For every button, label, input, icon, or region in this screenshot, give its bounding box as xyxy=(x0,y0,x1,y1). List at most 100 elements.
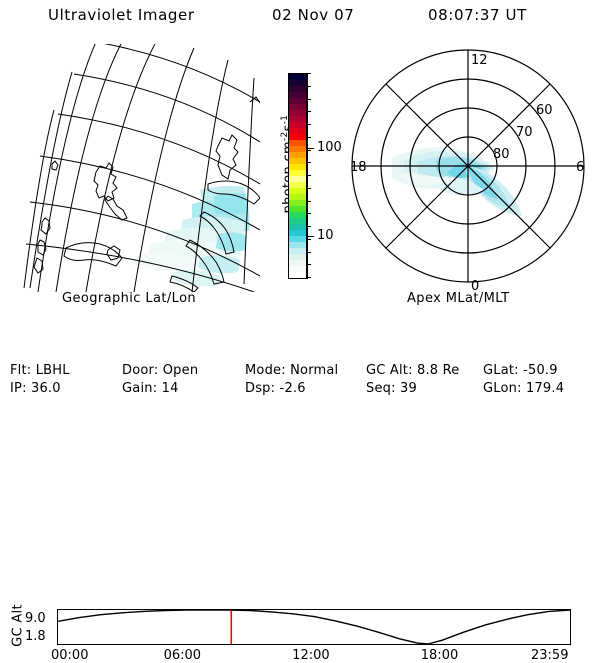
colorbar-minor-tick xyxy=(306,238,311,240)
aurora-emission-geographic xyxy=(134,186,250,287)
orbit-altitude-curve xyxy=(58,610,570,644)
orbit-plot-area xyxy=(57,609,571,645)
colorbar-minor-tick xyxy=(306,187,311,189)
colorbar-major-tick xyxy=(306,148,314,149)
orbit-x-tick-label: 12:00 xyxy=(292,648,330,663)
colorbar-segment xyxy=(289,116,307,122)
colorbar-minor-tick xyxy=(306,98,311,100)
colorbar-segment xyxy=(289,266,307,272)
colorbar-segment xyxy=(289,134,307,140)
status-dsp: Dsp: -2.6 xyxy=(245,381,306,396)
colorbar-segment xyxy=(289,158,307,164)
status-glat: GLat: -50.9 xyxy=(483,363,558,378)
colorbar-segment xyxy=(289,272,307,278)
colorbar-segment xyxy=(289,74,307,80)
header-bar: Ultraviolet Imager 02 Nov 07 08:07:37 UT xyxy=(0,6,600,32)
graticule-meridians xyxy=(23,44,255,292)
apex-polar-caption: Apex MLat/MLT xyxy=(407,291,510,306)
colorbar-minor-tick xyxy=(306,277,311,278)
colorbar-tick-label-10: 10 xyxy=(317,228,334,243)
status-gain: Gain: 14 xyxy=(122,381,179,396)
apex-polar-svg: 12 6 0 18 60 70 80 xyxy=(350,49,585,292)
colorbar-segment xyxy=(289,164,307,170)
graticule-parallels xyxy=(25,44,260,292)
mlat-label-80: 80 xyxy=(493,147,510,162)
mlt-label-6: 6 xyxy=(576,160,584,175)
mlt-label-0: 0 xyxy=(471,279,479,292)
orbit-y-max-label: 9.0 xyxy=(25,611,46,626)
orbit-x-tick-label: 23:59 xyxy=(531,648,569,663)
colorbar-segment xyxy=(289,218,307,224)
uvi-display: Ultraviolet Imager 02 Nov 07 08:07:37 UT xyxy=(0,6,600,663)
geographic-map-caption: Geographic Lat/Lon xyxy=(62,291,197,306)
colorbar-minor-tick xyxy=(306,149,311,151)
colorbar-minor-tick xyxy=(306,73,311,74)
coastlines xyxy=(33,96,260,292)
status-door: Door: Open xyxy=(122,363,199,378)
colorbar-segment xyxy=(289,212,307,218)
colorbar-minor-tick xyxy=(306,136,311,138)
colorbar-segment xyxy=(289,110,307,116)
colorbar-segment xyxy=(289,254,307,260)
colorbar-segment xyxy=(289,182,307,188)
observation-date: 02 Nov 07 xyxy=(272,6,355,24)
colorbar-segment xyxy=(289,200,307,206)
status-filter: Flt: LBHL xyxy=(10,363,70,378)
colorbar-segment xyxy=(289,224,307,230)
colorbar-minor-tick xyxy=(306,200,311,202)
colorbar-segment xyxy=(289,188,307,194)
colorbar-segment xyxy=(289,152,307,158)
colorbar-segment xyxy=(289,80,307,86)
colorbar-minor-tick xyxy=(306,162,311,164)
orbit-x-tick-label: 00:00 xyxy=(51,648,89,663)
colorbar-segment xyxy=(289,236,307,242)
colorbar-minor-tick xyxy=(306,264,311,266)
mlat-label-60: 60 xyxy=(536,103,553,118)
colorbar-minor-tick xyxy=(306,251,311,253)
colorbar-segment xyxy=(289,140,307,146)
status-seq: Seq: 39 xyxy=(366,381,417,396)
colorbar-segment xyxy=(289,248,307,254)
mlt-label-12: 12 xyxy=(471,53,488,68)
colorbar-segment xyxy=(289,260,307,266)
orbit-y-axis-label: GC Alt xyxy=(10,604,26,647)
colorbar-axis-line xyxy=(306,73,307,279)
colorbar-segment xyxy=(289,146,307,152)
apex-polar-panel: 12 6 0 18 60 70 80 xyxy=(340,40,600,292)
orbit-plot-svg xyxy=(58,610,570,644)
geographic-map-svg xyxy=(23,44,260,292)
colorbar-segment xyxy=(289,230,307,236)
colorbar-segment xyxy=(289,176,307,182)
colorbar-panel: photon cm-2s-1 100 10 xyxy=(262,60,352,295)
colorbar-major-tick xyxy=(306,236,314,237)
orbit-x-tick-label: 18:00 xyxy=(420,648,459,663)
colorbar-segment xyxy=(289,242,307,248)
colorbar-minor-tick xyxy=(306,111,311,113)
mlt-label-18: 18 xyxy=(350,160,367,175)
instrument-title: Ultraviolet Imager xyxy=(48,6,195,24)
mlat-label-70: 70 xyxy=(516,125,533,140)
colorbar-minor-tick xyxy=(306,85,311,87)
colorbar-minor-tick xyxy=(306,226,311,227)
mlt-spokes xyxy=(352,50,584,282)
colorbar-segment xyxy=(289,128,307,134)
geographic-map-panel xyxy=(4,44,260,292)
colorbar-segment xyxy=(289,206,307,212)
status-ip: IP: 36.0 xyxy=(10,381,61,396)
colorbar-segment xyxy=(289,170,307,176)
colorbar-segment xyxy=(289,104,307,110)
colorbar-segment xyxy=(289,92,307,98)
status-gc-alt: GC Alt: 8.8 Re xyxy=(366,363,460,378)
orbit-y-min-label: 1.8 xyxy=(25,629,46,644)
colorbar-minor-tick xyxy=(306,175,311,176)
colorbar-segment xyxy=(289,194,307,200)
orbit-altitude-strip: GC Alt 9.0 1.8 00:00 06:00 12:00 18:00 23:59 xyxy=(0,300,600,663)
status-footer: Flt: LBHL IP: 36.0 Door: Open Gain: 14 M… xyxy=(0,363,600,399)
colorbar-tick-label-100: 100 xyxy=(317,140,342,155)
colorbar-segment xyxy=(289,86,307,92)
colorbar-minor-tick xyxy=(306,124,311,125)
colorbar-minor-tick xyxy=(306,213,311,215)
status-mode: Mode: Normal xyxy=(245,363,339,378)
colorbar-gradient xyxy=(288,73,308,279)
colorbar-segment xyxy=(289,122,307,128)
